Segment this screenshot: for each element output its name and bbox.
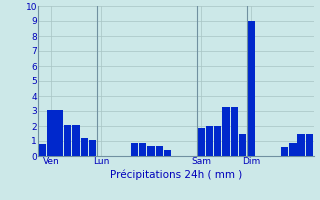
Bar	[306, 134, 313, 156]
Bar	[81, 138, 88, 156]
Bar	[197, 128, 205, 156]
Bar	[222, 106, 230, 156]
Bar	[281, 147, 288, 156]
X-axis label: Précipitations 24h ( mm ): Précipitations 24h ( mm )	[110, 169, 242, 180]
Bar	[47, 110, 55, 156]
Bar	[247, 21, 255, 156]
Bar	[55, 110, 63, 156]
Bar	[206, 126, 213, 156]
Bar	[139, 143, 146, 156]
Bar	[231, 106, 238, 156]
Bar	[289, 143, 297, 156]
Bar	[39, 144, 46, 156]
Bar	[164, 150, 172, 156]
Bar	[131, 143, 138, 156]
Bar	[156, 146, 163, 156]
Bar	[72, 124, 80, 156]
Bar	[239, 134, 246, 156]
Bar	[89, 140, 96, 156]
Bar	[64, 124, 71, 156]
Bar	[214, 126, 221, 156]
Bar	[297, 134, 305, 156]
Bar	[147, 146, 155, 156]
